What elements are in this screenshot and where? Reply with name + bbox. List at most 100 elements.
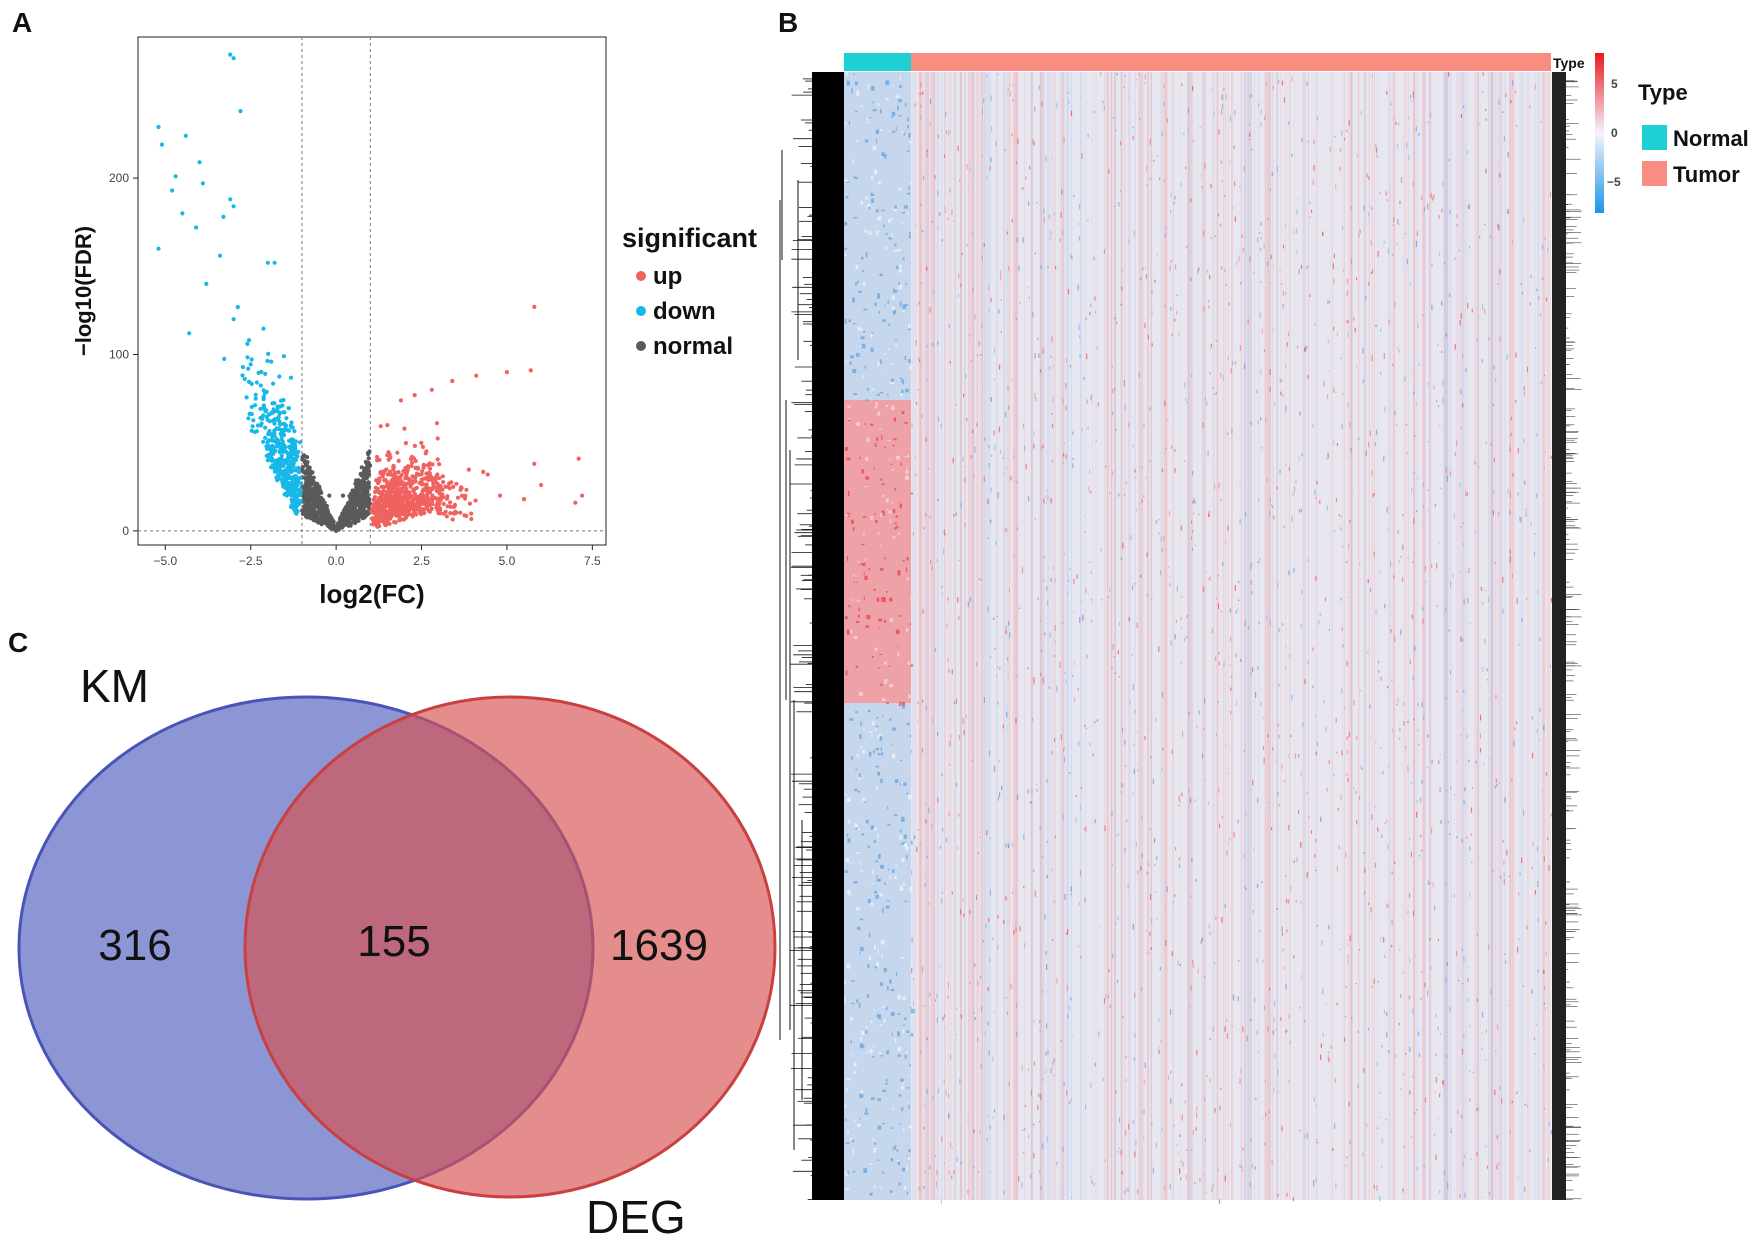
heatmap-cell bbox=[1299, 1006, 1301, 1009]
heatmap-cell bbox=[1085, 1104, 1087, 1110]
heatmap-cell bbox=[1304, 1020, 1306, 1023]
heatmap-cell bbox=[1211, 88, 1213, 91]
heatmap-cell bbox=[1316, 480, 1318, 485]
heatmap-cell bbox=[1004, 148, 1006, 152]
heatmap-cell bbox=[888, 347, 891, 351]
heatmap-cell bbox=[1271, 172, 1273, 176]
heatmap-cell bbox=[1053, 1074, 1055, 1077]
heatmap-cell bbox=[1504, 953, 1506, 955]
heatmap-stripe bbox=[1510, 72, 1511, 1200]
point-normal bbox=[356, 478, 361, 483]
heatmap-stripe bbox=[1138, 72, 1140, 1200]
heatmap-cell bbox=[1439, 1093, 1441, 1098]
heatmap-cell bbox=[1288, 1014, 1290, 1019]
heatmap-cell bbox=[1202, 753, 1204, 759]
heatmap-cell bbox=[1417, 478, 1419, 480]
heatmap-cell bbox=[1238, 960, 1240, 962]
heatmap-stripe bbox=[1429, 72, 1432, 1200]
point-down bbox=[289, 420, 294, 425]
heatmap-cell bbox=[1350, 447, 1352, 453]
heatmap-cell bbox=[1124, 847, 1126, 853]
heatmap-cell bbox=[991, 455, 993, 457]
heatmap-cell bbox=[886, 509, 889, 511]
heatmap-cell bbox=[1371, 469, 1373, 476]
heatmap-cell bbox=[1213, 111, 1215, 116]
heatmap-cell bbox=[852, 1149, 854, 1155]
heatmap-cell bbox=[1243, 855, 1245, 857]
heatmap-cell bbox=[1118, 493, 1120, 497]
heatmap-cell bbox=[1193, 512, 1195, 516]
heatmap-cell bbox=[1320, 1043, 1322, 1049]
heatmap-cell bbox=[879, 1024, 883, 1026]
heatmap-cell bbox=[864, 801, 867, 803]
heatmap-cell bbox=[1011, 379, 1013, 381]
heatmap-cell bbox=[1399, 200, 1401, 205]
heatmap-cell bbox=[1186, 1149, 1188, 1151]
heatmap-stripe bbox=[925, 72, 927, 1200]
heatmap-cell bbox=[925, 803, 927, 805]
heatmap-cell bbox=[1031, 718, 1034, 722]
heatmap-cell bbox=[1061, 1191, 1063, 1193]
heatmap-cell bbox=[1353, 787, 1355, 790]
heatmap-cell bbox=[1091, 1180, 1093, 1185]
heatmap-cell bbox=[1412, 91, 1414, 98]
heatmap-cell bbox=[962, 718, 964, 724]
point-up bbox=[430, 462, 435, 467]
legend-label-down: down bbox=[653, 298, 716, 325]
heatmap-cell bbox=[879, 568, 884, 571]
heatmap-cell bbox=[1347, 955, 1349, 959]
heatmap-cell bbox=[1242, 1169, 1244, 1172]
heatmap-cell bbox=[1428, 1139, 1430, 1141]
heatmap-cell bbox=[966, 243, 968, 247]
heatmap-cell bbox=[1108, 596, 1110, 598]
heatmap-cell bbox=[943, 529, 945, 535]
heatmap-stripe bbox=[970, 72, 973, 1200]
point-down bbox=[261, 413, 266, 418]
heatmap-cell bbox=[1518, 643, 1520, 646]
heatmap-cell bbox=[1164, 305, 1166, 308]
heatmap-cell bbox=[844, 221, 848, 226]
heatmap-cell bbox=[1341, 627, 1343, 631]
heatmap-cell bbox=[876, 962, 880, 967]
heatmap-cell bbox=[1049, 236, 1051, 241]
heatmap-stripe bbox=[1447, 72, 1449, 1200]
heatmap-stripe bbox=[1371, 72, 1373, 1200]
heatmap-cell bbox=[986, 75, 988, 78]
heatmap-cell bbox=[875, 727, 877, 731]
heatmap-cell bbox=[1083, 827, 1086, 831]
point-down bbox=[263, 425, 268, 430]
heatmap-cell bbox=[964, 465, 966, 468]
heatmap-cell bbox=[953, 1170, 955, 1175]
heatmap-cell bbox=[1218, 788, 1220, 793]
heatmap-cell bbox=[1118, 675, 1121, 678]
heatmap-cell bbox=[1267, 734, 1269, 738]
heatmap-cell bbox=[926, 855, 928, 859]
heatmap-cell bbox=[1444, 262, 1446, 265]
heatmap-cell bbox=[1494, 785, 1496, 789]
heatmap-cell bbox=[1293, 568, 1295, 573]
heatmap-cell bbox=[1466, 150, 1468, 155]
point-up bbox=[414, 485, 419, 490]
heatmap-cell bbox=[877, 771, 881, 776]
heatmap-cell bbox=[1233, 832, 1235, 838]
heatmap-cell bbox=[897, 645, 899, 648]
heatmap-cell bbox=[1375, 429, 1378, 436]
heatmap-cell bbox=[901, 311, 905, 313]
heatmap-cell bbox=[1347, 596, 1350, 599]
heatmap-cell bbox=[1459, 320, 1461, 326]
point-normal bbox=[313, 509, 318, 515]
heatmap-cell bbox=[1422, 504, 1424, 508]
legend-title: significant bbox=[622, 223, 757, 253]
heatmap-cell bbox=[1051, 336, 1053, 342]
heatmap-cell bbox=[1390, 629, 1392, 633]
heatmap-cell bbox=[993, 617, 995, 621]
heatmap-cell bbox=[1328, 925, 1330, 930]
heatmap-cell bbox=[1086, 654, 1088, 659]
heatmap-cell bbox=[1493, 457, 1495, 463]
heatmap-cell bbox=[1122, 542, 1124, 549]
heatmap-cell bbox=[1249, 132, 1251, 137]
heatmap-cell bbox=[869, 1192, 873, 1196]
point-normal bbox=[364, 475, 369, 481]
heatmap-stripe bbox=[1121, 72, 1123, 1200]
heatmap-cell bbox=[911, 423, 913, 428]
